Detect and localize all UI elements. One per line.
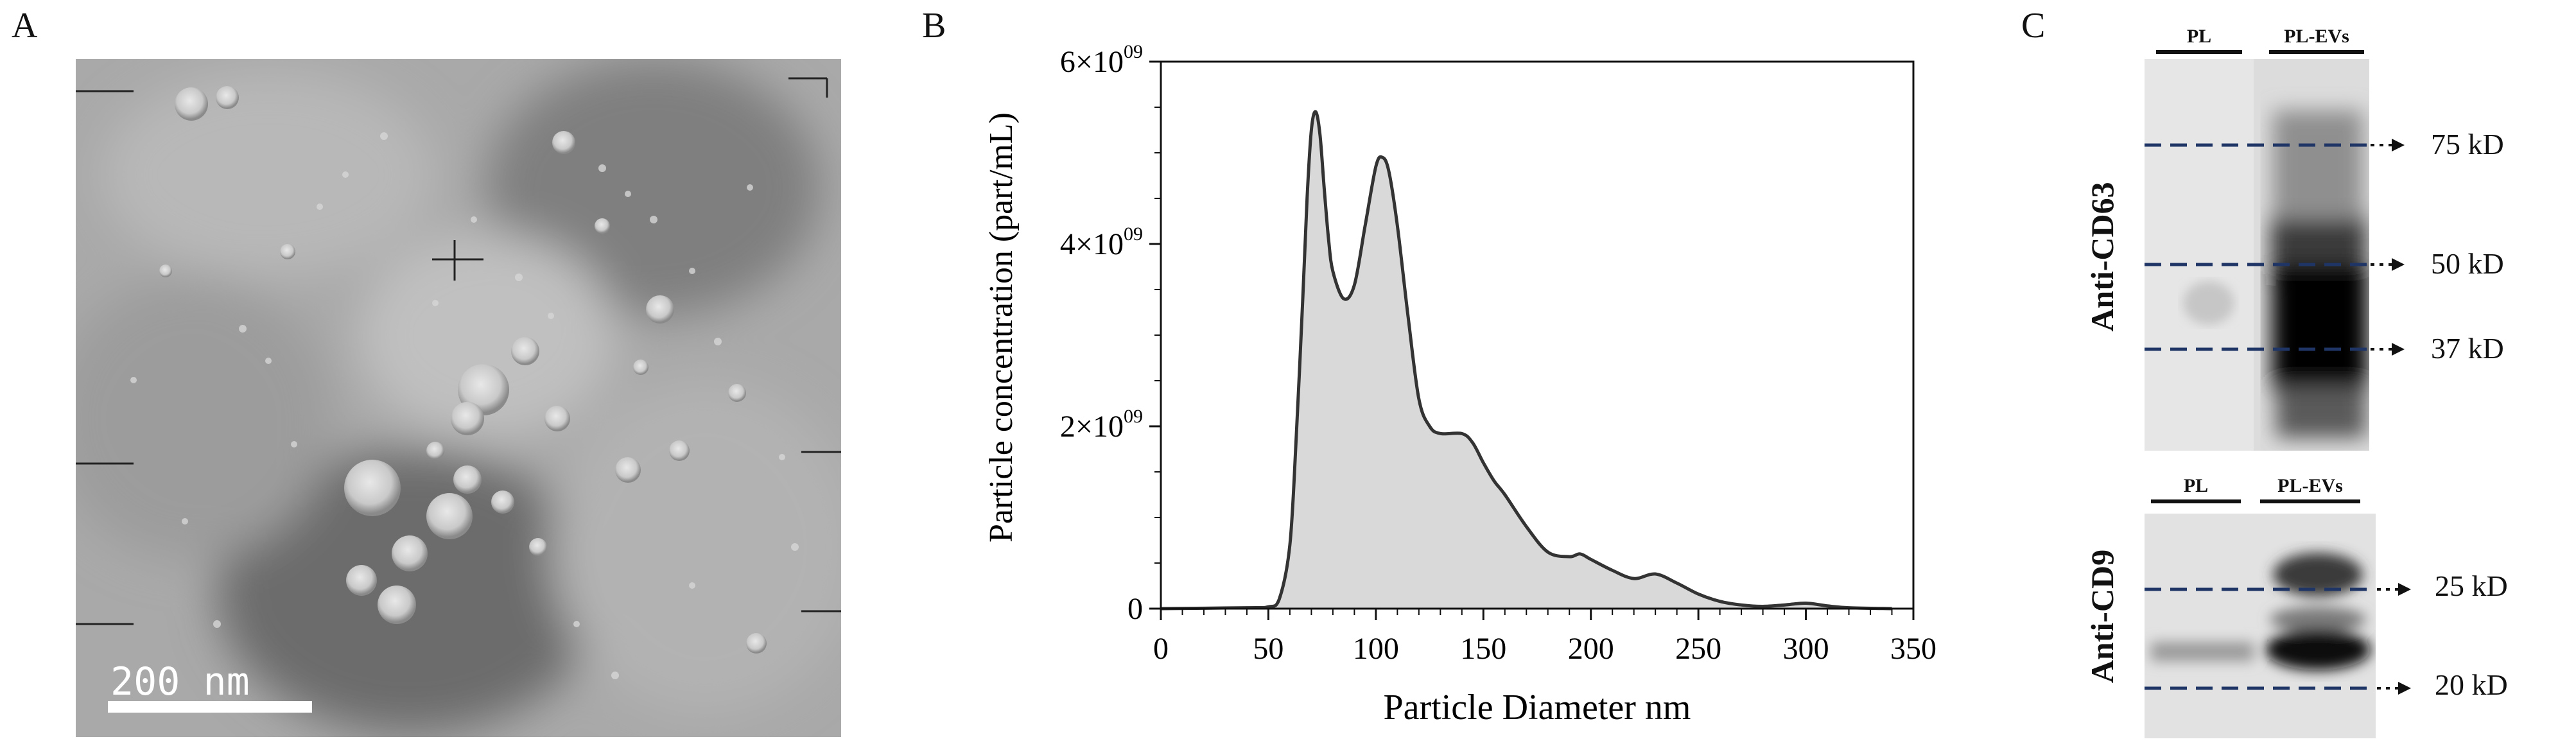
cd9-lane-pl-bar bbox=[2151, 499, 2241, 503]
distribution-area bbox=[1161, 111, 1892, 609]
frame-ticks bbox=[76, 77, 841, 625]
x-tick-label: 200 bbox=[1568, 632, 1614, 666]
cd63-lane-pl-bar bbox=[2156, 50, 2242, 54]
cd9-lane-plevs-label: PL-EVs bbox=[2277, 475, 2343, 496]
cd9-lane-pl-label: PL bbox=[2183, 475, 2209, 496]
cd63-lane-plevs-label: PL-EVs bbox=[2284, 26, 2349, 47]
x-tick-label: 150 bbox=[1460, 632, 1506, 666]
tem-micrograph: 200 nm bbox=[76, 59, 841, 737]
x-tick-label: 300 bbox=[1783, 632, 1829, 666]
distribution-line bbox=[1160, 110, 1892, 611]
vesicles bbox=[159, 86, 767, 654]
x-tick-label: 0 bbox=[1153, 632, 1169, 666]
cd63-marker-lines bbox=[2145, 139, 2405, 356]
cd9-blot-image bbox=[2145, 514, 2376, 738]
cd9-marker-lines bbox=[2145, 583, 2411, 695]
x-tick-label: 350 bbox=[1890, 632, 1936, 666]
marker-25kd: 25 kD bbox=[2435, 569, 2508, 602]
small-particles bbox=[130, 132, 799, 679]
marker-50kd: 50 kD bbox=[2431, 247, 2504, 280]
y-tick-label: 0 bbox=[1127, 592, 1143, 626]
y-tick-label: 2×1009 bbox=[1060, 406, 1143, 444]
size-distribution-chart: 0 50 100 150 200 250 300 350 0 2×1009 4×1009 6×1009… bbox=[983, 41, 1936, 727]
cd63-blot-image bbox=[2145, 59, 2369, 451]
x-axis-label: Particle Diameter nm bbox=[1384, 688, 1691, 727]
marker-37kd: 37 kD bbox=[2431, 332, 2504, 365]
crosshair-mark bbox=[432, 240, 483, 281]
x-tick-label: 100 bbox=[1353, 632, 1399, 666]
cd9-lane-plevs-bar bbox=[2260, 499, 2360, 503]
y-tick-label: 6×1009 bbox=[1060, 41, 1143, 79]
x-tick-label: 50 bbox=[1253, 632, 1284, 666]
scale-bar bbox=[108, 701, 312, 713]
marker-75kd: 75 kD bbox=[2431, 128, 2504, 161]
plot-frame bbox=[1160, 60, 1915, 610]
y-tick-label: 4×1009 bbox=[1060, 223, 1143, 261]
cd63-lane-plevs-bar bbox=[2269, 50, 2364, 54]
y-axis-label: Particle concentration (part/mL) bbox=[983, 112, 1020, 542]
x-tick-label: 250 bbox=[1675, 632, 1721, 666]
panel-c-letter: C bbox=[2021, 6, 2046, 46]
panel-a-letter: A bbox=[12, 6, 38, 46]
panel-b-letter: B bbox=[922, 6, 946, 46]
marker-20kd: 20 kD bbox=[2435, 668, 2508, 701]
cd63-lane-pl-label: PL bbox=[2186, 26, 2212, 47]
cd9-antibody-label: Anti-CD9 bbox=[2084, 549, 2120, 684]
scale-bar-label: 200 nm bbox=[110, 659, 250, 704]
cd63-antibody-label: Anti-CD63 bbox=[2084, 182, 2120, 332]
